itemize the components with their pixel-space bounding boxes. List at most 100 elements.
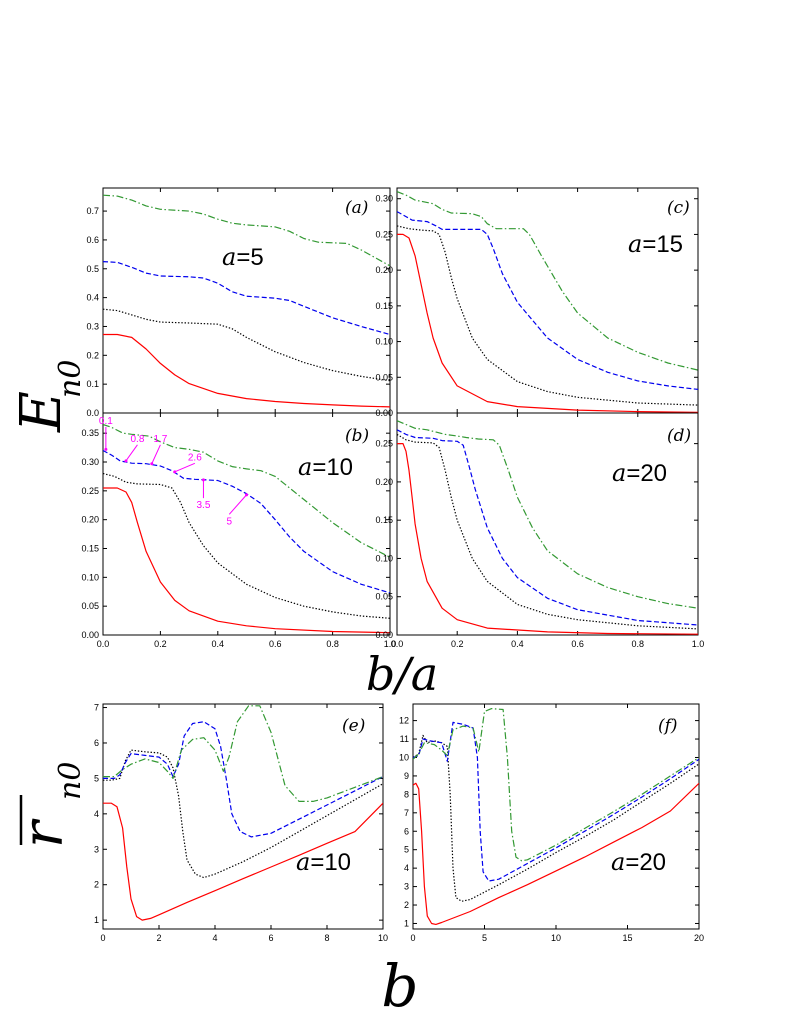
x-tick-label: 0.6 bbox=[269, 639, 282, 649]
plot-frame bbox=[102, 703, 384, 930]
x-tick-label: 0.4 bbox=[511, 639, 524, 649]
param-label: a=20 bbox=[611, 848, 666, 876]
y-tick-label: 5 bbox=[404, 845, 409, 855]
y-tick-label: 8 bbox=[404, 789, 409, 799]
series-group bbox=[397, 420, 698, 635]
y-tick-label: 0.00 bbox=[375, 630, 393, 640]
panel-label: (c) bbox=[667, 198, 690, 218]
x-tick-label: 15 bbox=[622, 933, 632, 943]
annotation-label: 0.8 bbox=[130, 434, 144, 445]
x-tick-label: 2 bbox=[156, 933, 161, 943]
y-tick-label: 0.35 bbox=[81, 428, 99, 438]
param-symbol: a bbox=[628, 230, 642, 258]
param-symbol: a bbox=[296, 848, 310, 876]
y-tick-label: 0.25 bbox=[375, 439, 393, 449]
y-tick-label: 2 bbox=[404, 900, 409, 910]
x-tick-label: 20 bbox=[694, 933, 704, 943]
panel-b: 0.0 0.2 0.4 0.6 0.8 1.00.000.050.100.150.200.… bbox=[81, 412, 396, 649]
series-line-green-dashdot bbox=[103, 705, 383, 802]
annotation-arrowhead bbox=[104, 447, 108, 451]
series-group bbox=[103, 423, 390, 634]
x-tick-label: 0.8 bbox=[326, 639, 339, 649]
annotation-label: 1.7 bbox=[153, 434, 167, 445]
y-tick-label: 0.15 bbox=[375, 515, 393, 525]
x-tick-label: 0.4 bbox=[212, 639, 225, 649]
annotation-arrowhead bbox=[124, 459, 128, 463]
ylabel-radius-main: r bbox=[11, 818, 76, 848]
y-tick-label: 3 bbox=[94, 844, 99, 854]
series-line-black-dotted bbox=[413, 734, 699, 902]
series-group bbox=[103, 194, 390, 408]
x-tick-label: 10 bbox=[551, 933, 561, 943]
annotation-arrowhead bbox=[173, 470, 177, 474]
plot-frame bbox=[396, 412, 699, 636]
x-tick-label: 6 bbox=[268, 933, 273, 943]
x-tick-label: 4 bbox=[212, 933, 217, 943]
series-line-blue-dashed bbox=[397, 429, 698, 626]
y-tick-label: 0.15 bbox=[375, 301, 393, 311]
param-label: a=10 bbox=[296, 848, 351, 876]
x-tick-label: 0.2 bbox=[154, 639, 167, 649]
y-tick-label: 1 bbox=[94, 915, 99, 925]
x-tick-label: 0.0 bbox=[97, 639, 110, 649]
ylabel-radius: r n0 bbox=[11, 762, 88, 848]
y-tick-label: 0.2 bbox=[86, 350, 99, 360]
ylabel-energy: E n0 bbox=[9, 360, 88, 433]
series-line-green-dashdot bbox=[397, 420, 698, 609]
ylabel-radius-subscript: n0 bbox=[53, 762, 88, 800]
param-value: =10 bbox=[312, 454, 353, 481]
y-tick-label: 6 bbox=[404, 826, 409, 836]
panel-label: (b) bbox=[345, 426, 369, 446]
x-tick-label: 0.2 bbox=[451, 639, 464, 649]
series-line-red-solid bbox=[103, 802, 383, 921]
series-line-black-dotted bbox=[103, 308, 390, 382]
y-tick-label: 5 bbox=[94, 773, 99, 783]
series-group bbox=[397, 191, 698, 413]
xlabel-b-over-a: b/a bbox=[366, 647, 438, 701]
series-group bbox=[413, 708, 699, 925]
panel-label: (f) bbox=[658, 716, 678, 736]
series-line-red-solid bbox=[413, 782, 699, 925]
series-line-blue-dashed bbox=[103, 721, 383, 838]
series-line-blue-dashed bbox=[413, 721, 699, 882]
panel-label: (a) bbox=[345, 198, 368, 218]
series-line-black-dotted bbox=[103, 749, 383, 879]
ylabel-energy-subscript: n0 bbox=[53, 360, 88, 398]
y-tick-label: 0.25 bbox=[375, 229, 393, 239]
y-tick-label: 0.10 bbox=[375, 553, 393, 563]
x-tick-label: 0 bbox=[410, 933, 415, 943]
param-label: a=15 bbox=[628, 230, 683, 258]
param-label: a=20 bbox=[612, 459, 667, 487]
ylabel-energy-main: E bbox=[9, 391, 74, 433]
annotation-arrowhead bbox=[201, 478, 205, 482]
y-tick-label: 0.3 bbox=[86, 321, 99, 331]
y-tick-label: 0.20 bbox=[375, 477, 393, 487]
y-tick-label: 0.20 bbox=[375, 265, 393, 275]
y-tick-label: 4 bbox=[94, 809, 99, 819]
param-value: =5 bbox=[236, 244, 263, 271]
y-tick-label: 0.1 bbox=[86, 379, 99, 389]
series-line-blue-dashed bbox=[103, 449, 390, 594]
param-value: =15 bbox=[642, 231, 683, 258]
series-line-green-dashdot bbox=[397, 191, 698, 371]
x-tick-label: 0.0 bbox=[391, 639, 404, 649]
y-tick-label: 0.30 bbox=[375, 194, 393, 204]
panel-c: 0.000.050.100.150.200.250.30 (c)a=15 bbox=[375, 187, 699, 418]
y-tick-label: 6 bbox=[94, 738, 99, 748]
y-tick-label: 0.6 bbox=[86, 235, 99, 245]
y-tick-label: 0.0 bbox=[86, 408, 99, 418]
y-tick-label: 0.25 bbox=[81, 486, 99, 496]
y-tick-label: 0.5 bbox=[86, 264, 99, 274]
annotation-label: 3.5 bbox=[196, 500, 210, 511]
plot-frame bbox=[102, 187, 391, 414]
y-tick-label: 0.05 bbox=[375, 592, 393, 602]
y-tick-label: 0.00 bbox=[81, 630, 99, 640]
param-symbol: a bbox=[222, 243, 236, 271]
panel-label: (d) bbox=[667, 426, 691, 446]
y-tick-label: 0.15 bbox=[81, 544, 99, 554]
y-tick-label: 11 bbox=[400, 734, 409, 744]
y-tick-label: 0.05 bbox=[375, 372, 393, 382]
annotation-label: 5 bbox=[226, 516, 232, 527]
